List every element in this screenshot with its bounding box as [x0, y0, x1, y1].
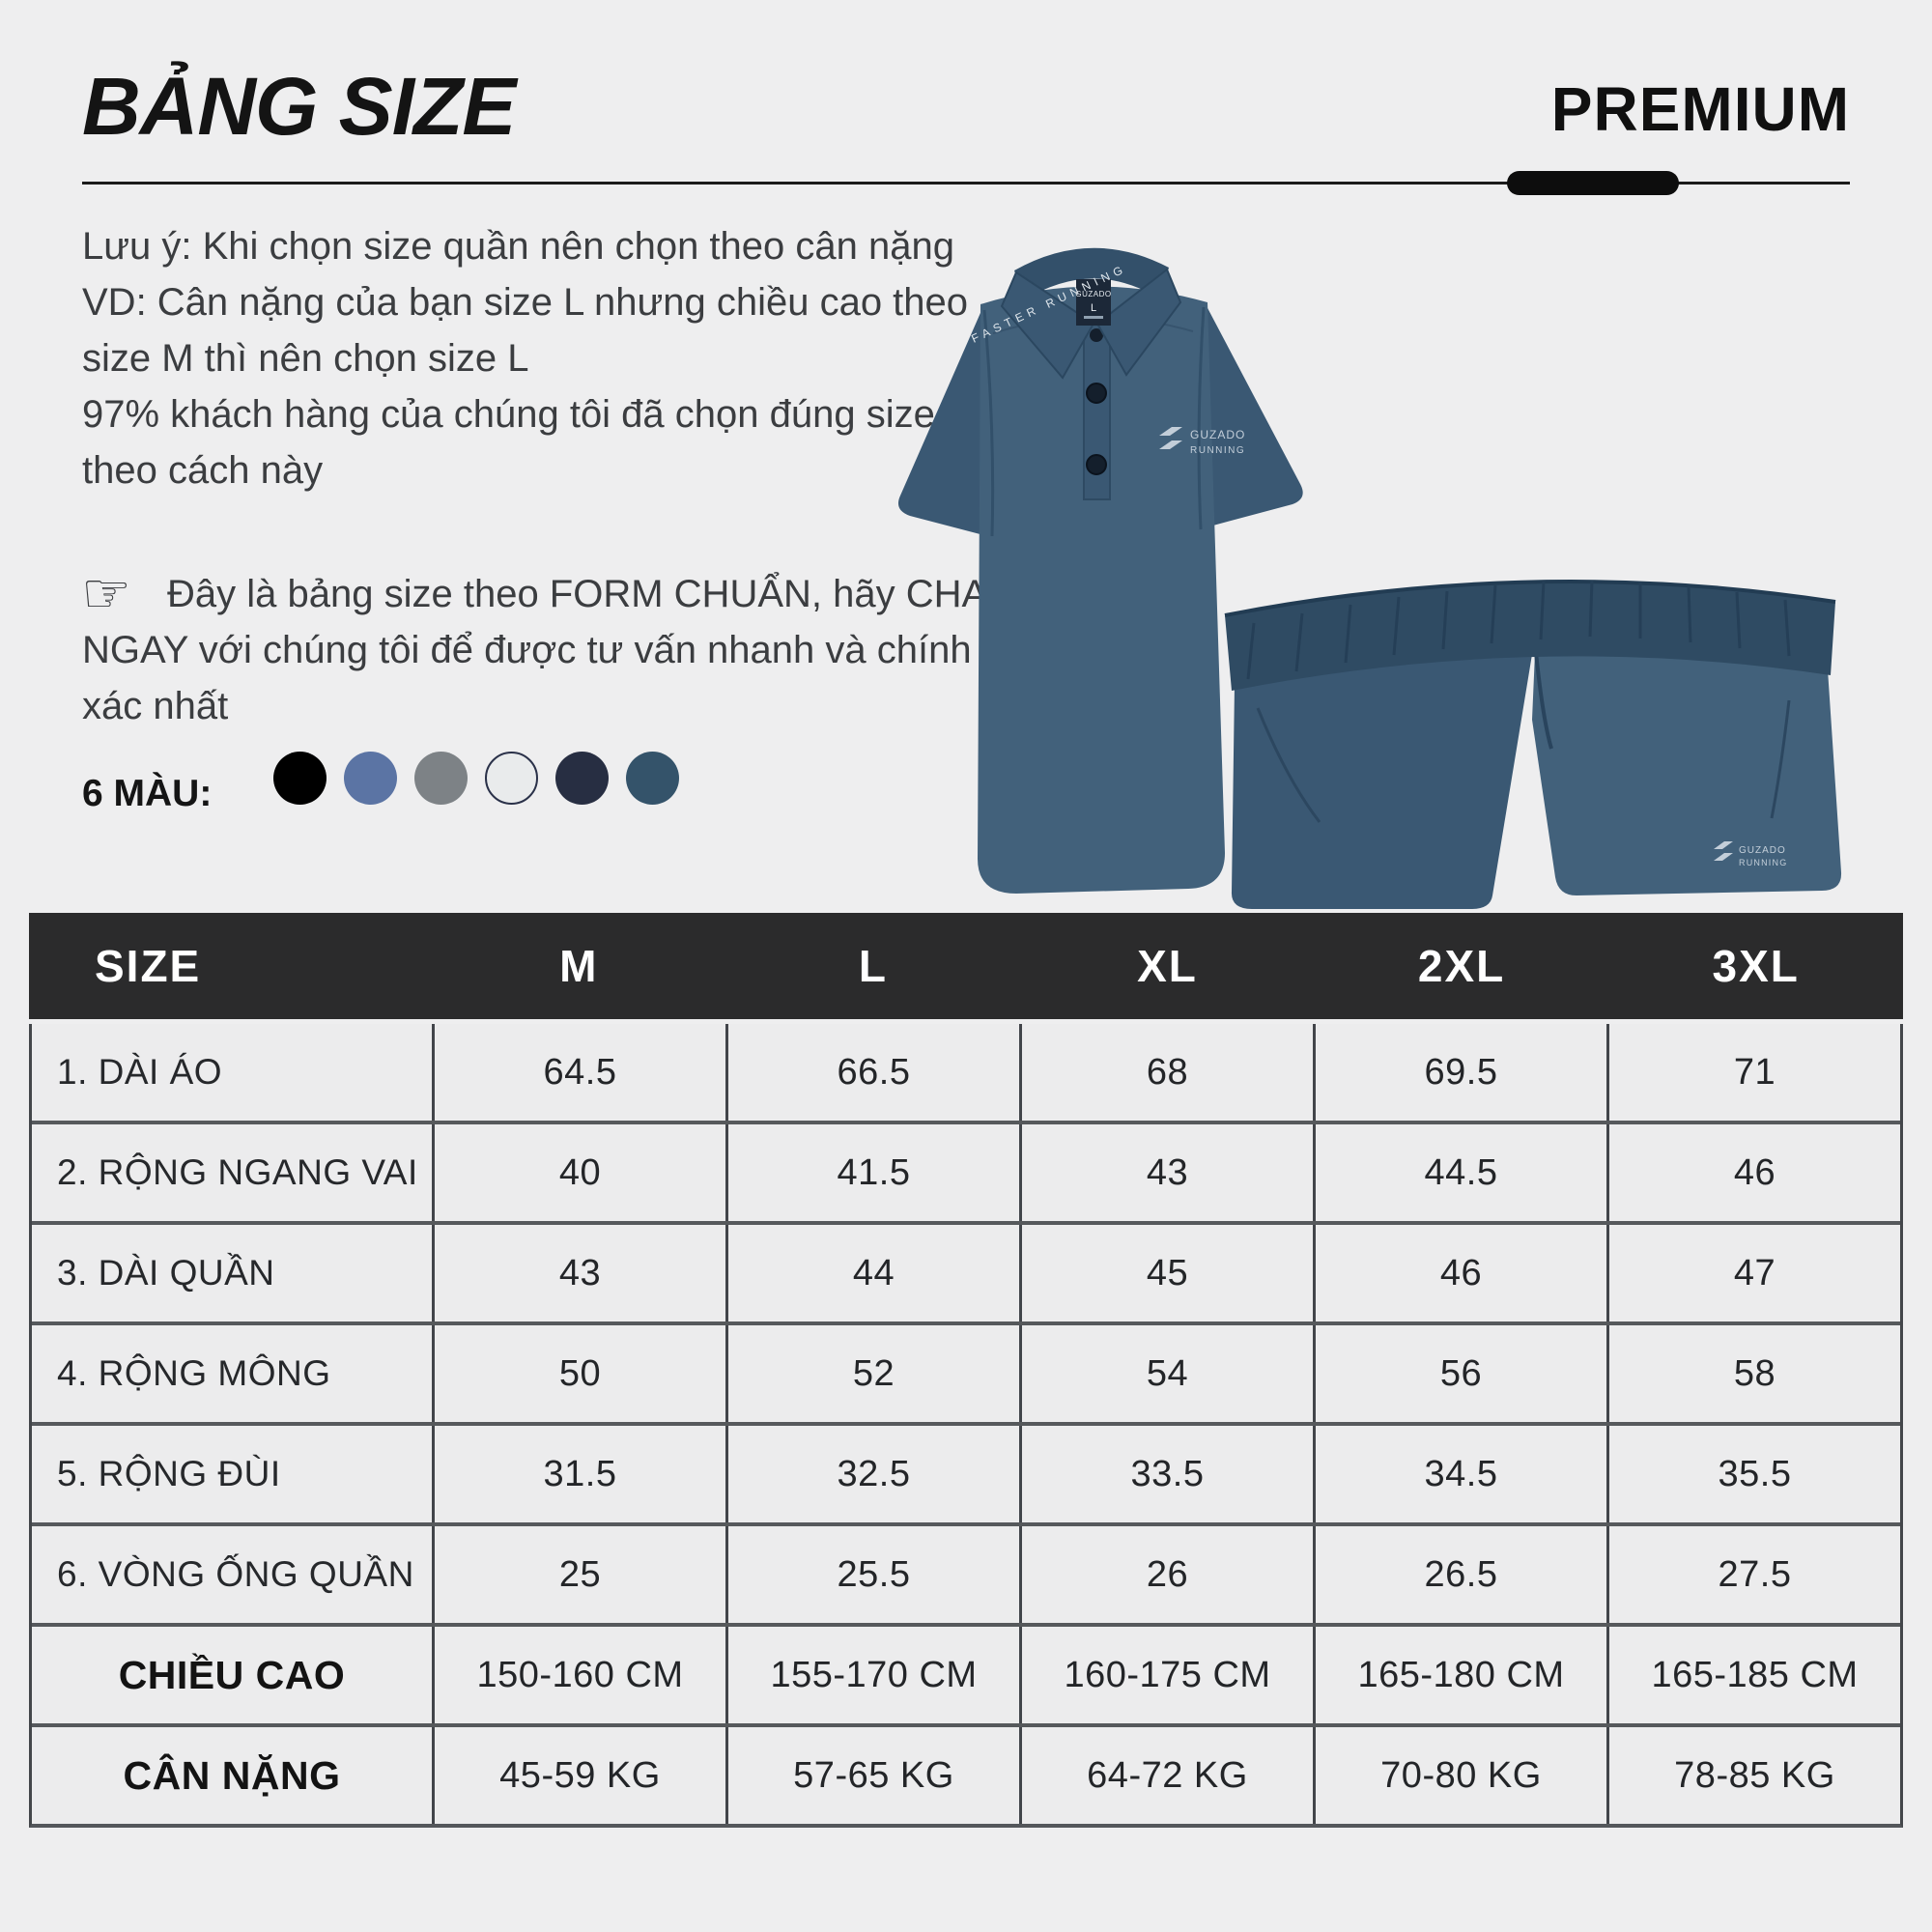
table-row-pants-length: 3. DÀI QUẦN 43 44 45 46 47 — [32, 1221, 1900, 1321]
pointing-hand-icon: ☞ — [81, 562, 131, 625]
size-table-body: 1. DÀI ÁO 64.5 66.5 68 69.5 71 2. RỘNG N… — [29, 1024, 1903, 1828]
cell-value: 64.5 — [432, 1024, 725, 1121]
row-label: CHIỀU CAO — [118, 1652, 346, 1697]
color-swatch-black — [273, 752, 327, 805]
color-swatch-steel-blue — [344, 752, 397, 805]
cell-value: 31.5 — [432, 1426, 725, 1522]
svg-text:RUNNING: RUNNING — [1739, 858, 1787, 867]
color-swatch-gray — [414, 752, 468, 805]
cell-value: 71 — [1606, 1024, 1900, 1121]
cell-value: 45-59 KG — [432, 1727, 725, 1824]
cell-value: 25.5 — [725, 1526, 1019, 1623]
column-header-size: SIZE — [95, 941, 202, 991]
cell-value: 41.5 — [725, 1124, 1019, 1221]
cell-value: 160-175 CM — [1019, 1627, 1313, 1723]
pocket-seam — [1256, 707, 1321, 823]
column-header-m: M — [559, 941, 599, 991]
cell-value: 46 — [1313, 1225, 1606, 1321]
brand-underline-bar — [1507, 171, 1679, 195]
cell-value: 45 — [1019, 1225, 1313, 1321]
cell-value: 155-170 CM — [725, 1627, 1019, 1723]
cell-value: 54 — [1019, 1325, 1313, 1422]
cell-value: 43 — [432, 1225, 725, 1321]
product-photo-polo-and-shorts: GUZADO L FASTER RUNNING GUZADO RUNNING G… — [897, 247, 1842, 909]
size-table: SIZE M L XL 2XL 3XL 1. DÀI ÁO 64.5 66.5 … — [29, 913, 1903, 1828]
cell-value: 165-180 CM — [1313, 1627, 1606, 1723]
polo-shirt: GUZADO L FASTER RUNNING GUZADO RUNNING — [897, 247, 1303, 894]
table-row-height: CHIỀU CAO 150-160 CM 155-170 CM 160-175 … — [32, 1623, 1900, 1723]
cell-value: 27.5 — [1606, 1526, 1900, 1623]
cell-value: 52 — [725, 1325, 1019, 1422]
color-count-label: 6 MÀU: — [82, 773, 213, 814]
cell-value: 70-80 KG — [1313, 1727, 1606, 1824]
table-row-thigh-width: 5. RỘNG ĐÙI 31.5 32.5 33.5 34.5 35.5 — [32, 1422, 1900, 1522]
column-header-xl: XL — [1137, 941, 1198, 991]
cell-value: 58 — [1606, 1325, 1900, 1422]
button-icon — [1090, 328, 1103, 342]
cell-value: 43 — [1019, 1124, 1313, 1221]
cell-value: 47 — [1606, 1225, 1900, 1321]
svg-text:RUNNING: RUNNING — [1190, 445, 1245, 456]
cell-value: 33.5 — [1019, 1426, 1313, 1522]
chat-advice-paragraph: Đây là bảng size theo FORM CHUẨN, hãy CH… — [82, 573, 1009, 727]
table-row-leg-opening: 6. VÒNG ỐNG QUẦN 25 25.5 26 26.5 27.5 — [32, 1522, 1900, 1623]
row-label: 3. DÀI QUẦN — [57, 1253, 275, 1293]
button-icon — [1086, 383, 1107, 404]
cell-value: 26.5 — [1313, 1526, 1606, 1623]
cell-value: 44 — [725, 1225, 1019, 1321]
row-label: 5. RỘNG ĐÙI — [57, 1454, 281, 1493]
cell-value: 32.5 — [725, 1426, 1019, 1522]
cell-value: 40 — [432, 1124, 725, 1221]
cell-value: 64-72 KG — [1019, 1727, 1313, 1824]
row-label: 4. RỘNG MÔNG — [57, 1353, 331, 1393]
cell-value: 50 — [432, 1325, 725, 1422]
cell-value: 57-65 KG — [725, 1727, 1019, 1824]
neck-label-size: L — [1091, 302, 1096, 314]
cell-value: 34.5 — [1313, 1426, 1606, 1522]
row-label: 2. RỘNG NGANG VAI — [57, 1152, 418, 1192]
color-swatch-row — [273, 752, 679, 805]
column-header-2xl: 2XL — [1417, 941, 1506, 991]
svg-text:GUZADO: GUZADO — [1190, 428, 1245, 441]
brand-label: PREMIUM — [1550, 74, 1850, 144]
cell-value: 69.5 — [1313, 1024, 1606, 1121]
cell-value: 25 — [432, 1526, 725, 1623]
shorts-hem-logo: GUZADO RUNNING — [1714, 841, 1787, 867]
svg-text:GUZADO: GUZADO — [1739, 845, 1786, 856]
shorts: GUZADO RUNNING — [1224, 580, 1842, 909]
cell-value: 44.5 — [1313, 1124, 1606, 1221]
row-label: 1. DÀI ÁO — [57, 1052, 223, 1092]
pocket-seam — [1770, 699, 1791, 819]
header-divider — [82, 182, 1850, 185]
color-swatch-white — [485, 752, 538, 805]
cell-value: 26 — [1019, 1526, 1313, 1623]
column-header-3xl: 3XL — [1712, 941, 1800, 991]
cell-value: 78-85 KG — [1606, 1727, 1900, 1824]
neck-label-brand: GUZADO — [1075, 290, 1111, 298]
cell-value: 46 — [1606, 1124, 1900, 1221]
chest-logo: GUZADO RUNNING — [1159, 427, 1245, 456]
size-note-paragraph: Lưu ý: Khi chọn size quần nên chọn theo … — [82, 225, 969, 492]
row-label: 6. VÒNG ỐNG QUẦN — [57, 1554, 414, 1594]
color-swatch-dark-navy — [555, 752, 609, 805]
cell-value: 35.5 — [1606, 1426, 1900, 1522]
cell-value: 56 — [1313, 1325, 1606, 1422]
table-row-shoulder-width: 2. RỘNG NGANG VAI 40 41.5 43 44.5 46 — [32, 1121, 1900, 1221]
cell-value: 165-185 CM — [1606, 1627, 1900, 1723]
column-header-l: L — [858, 941, 888, 991]
table-row-shirt-length: 1. DÀI ÁO 64.5 66.5 68 69.5 71 — [32, 1024, 1900, 1121]
cell-value: 66.5 — [725, 1024, 1019, 1121]
cell-value: 150-160 CM — [432, 1627, 725, 1723]
cell-value: 68 — [1019, 1024, 1313, 1121]
page-title: BẢNG SIZE — [82, 61, 516, 152]
size-table-header-row: SIZE M L XL 2XL 3XL — [29, 913, 1903, 1019]
table-row-hip-width: 4. RỘNG MÔNG 50 52 54 56 58 — [32, 1321, 1900, 1422]
button-icon — [1086, 454, 1107, 475]
color-swatch-teal-blue — [626, 752, 679, 805]
row-label: CÂN NẶNG — [123, 1752, 341, 1798]
table-row-weight: CÂN NẶNG 45-59 KG 57-65 KG 64-72 KG 70-8… — [32, 1723, 1900, 1824]
